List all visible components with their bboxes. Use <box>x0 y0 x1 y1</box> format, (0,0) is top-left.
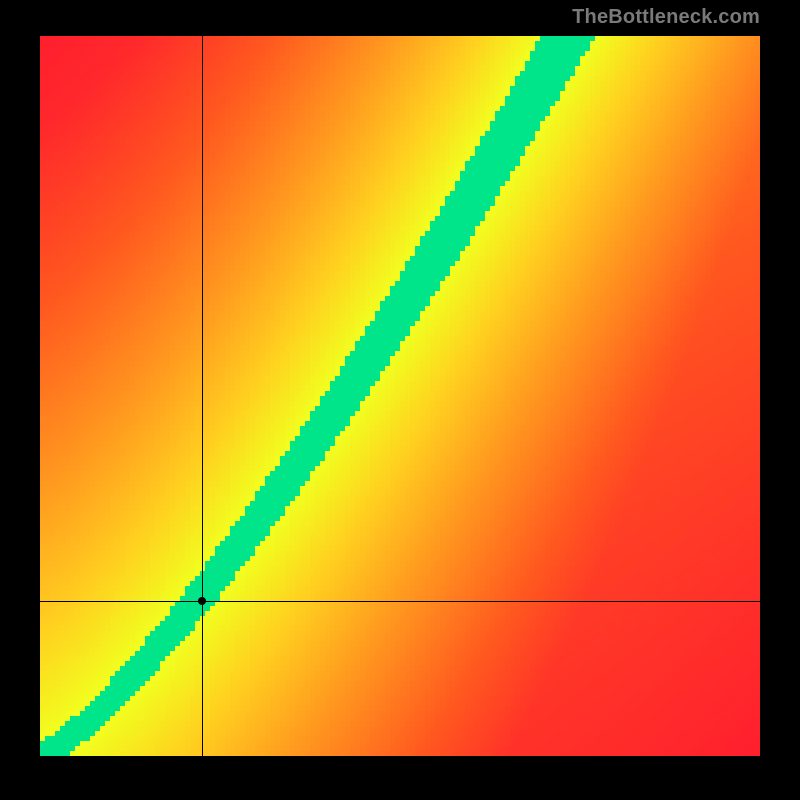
chart-outer: TheBottleneck.com <box>0 0 800 800</box>
plot-area <box>40 36 760 756</box>
watermark-text: TheBottleneck.com <box>572 6 760 29</box>
heatmap-canvas <box>40 36 760 756</box>
